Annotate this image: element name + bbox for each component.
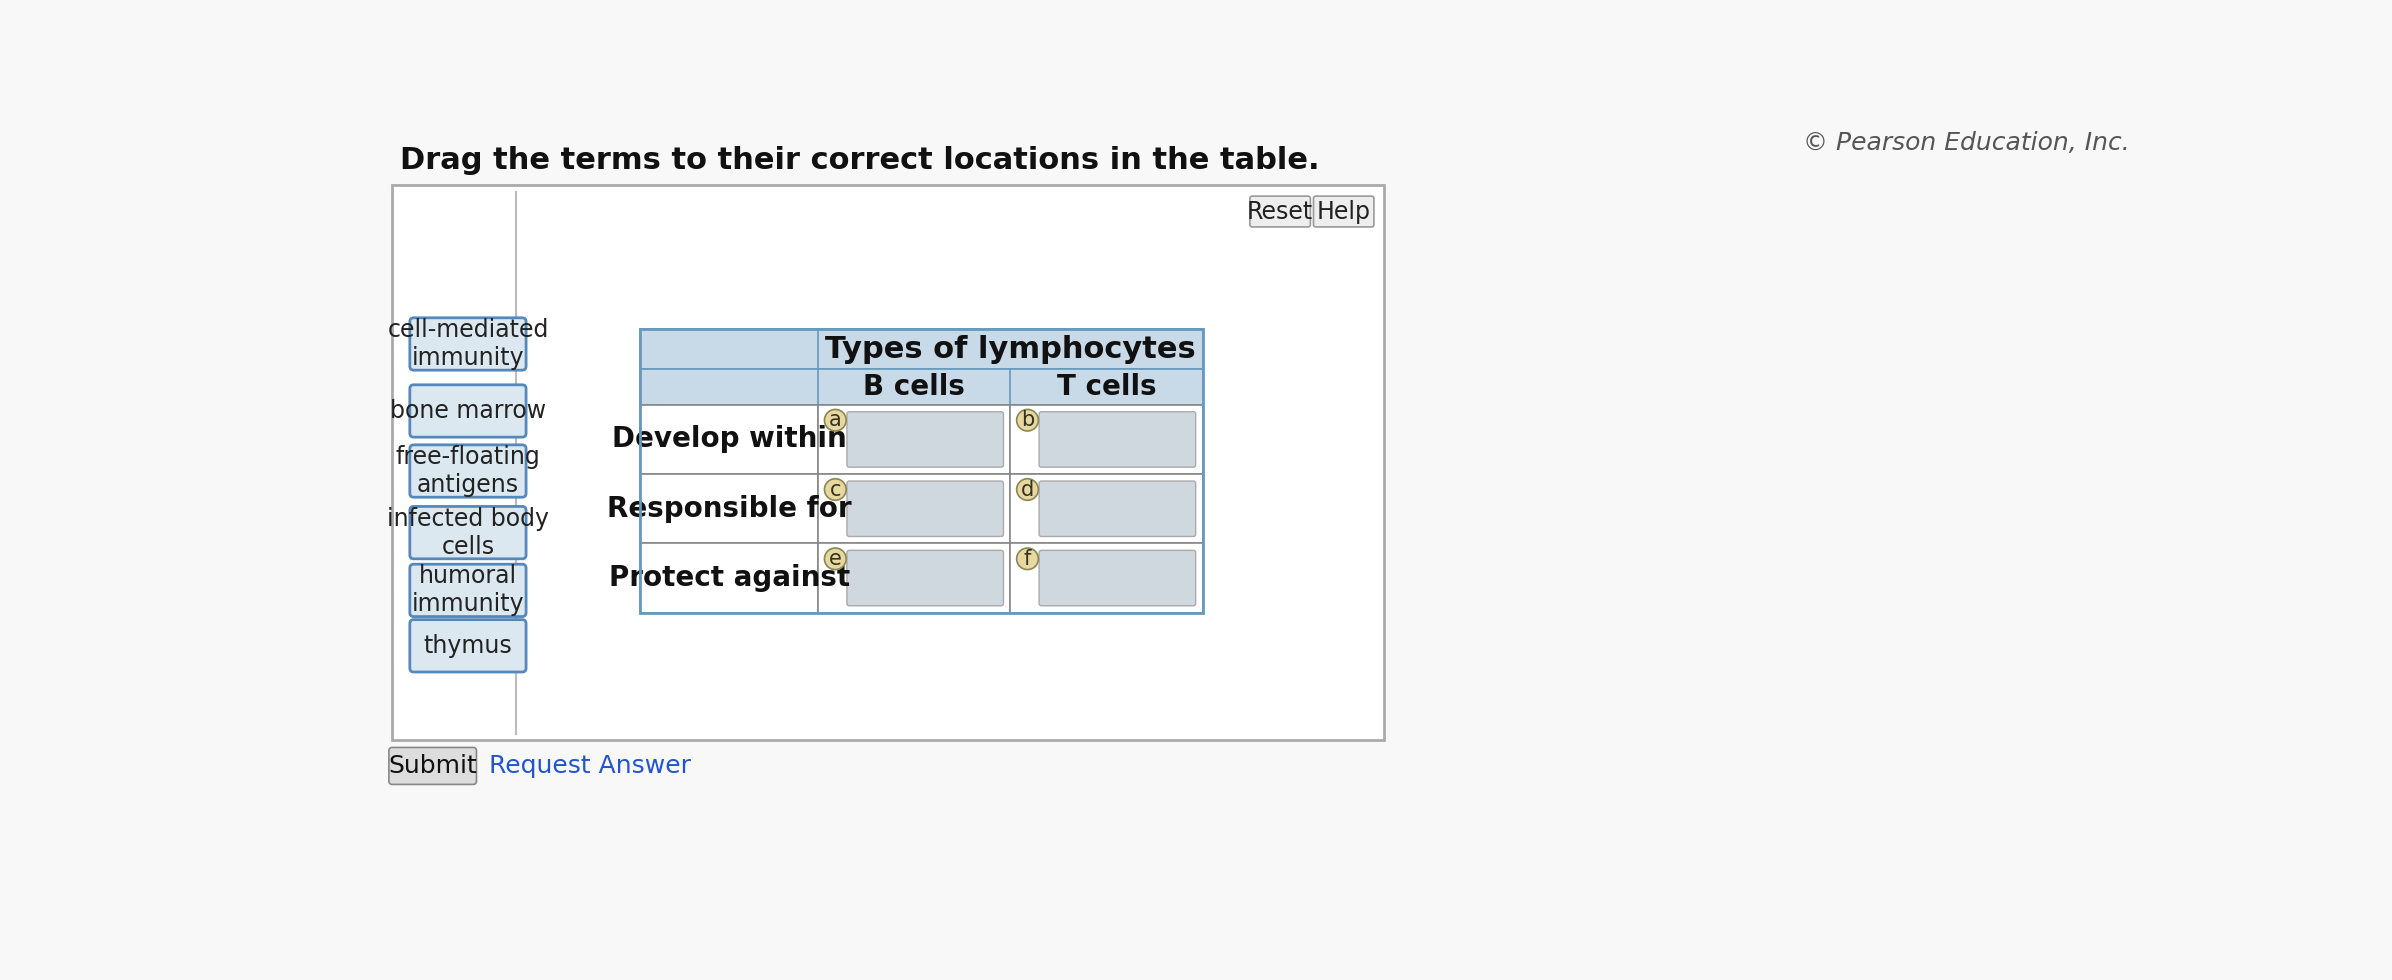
Circle shape (1017, 548, 1038, 569)
Circle shape (825, 548, 847, 569)
Text: B cells: B cells (864, 373, 966, 401)
Bar (818, 544, 1009, 612)
Text: Submit: Submit (388, 754, 476, 778)
FancyBboxPatch shape (409, 318, 526, 370)
Bar (1009, 474, 1203, 544)
Text: c: c (830, 479, 842, 500)
Text: Request Answer: Request Answer (488, 754, 691, 778)
FancyBboxPatch shape (409, 564, 526, 616)
Text: Responsible for: Responsible for (608, 495, 852, 522)
FancyBboxPatch shape (390, 748, 476, 784)
Bar (818, 405, 1009, 474)
Text: Protect against: Protect against (608, 564, 849, 592)
Text: © Pearson Education, Inc.: © Pearson Education, Inc. (1804, 131, 2129, 156)
Circle shape (1017, 410, 1038, 431)
Text: bone marrow: bone marrow (390, 399, 545, 423)
Bar (1009, 544, 1203, 612)
Text: T cells: T cells (1057, 373, 1155, 401)
Bar (641, 405, 818, 474)
Text: b: b (1021, 411, 1033, 430)
Text: e: e (830, 549, 842, 568)
Bar (818, 474, 1009, 544)
Text: d: d (1021, 479, 1033, 500)
Text: cell-mediated
immunity: cell-mediated immunity (388, 318, 548, 369)
Bar (392, 185, 1385, 740)
Bar (641, 329, 1203, 369)
Text: infected body
cells: infected body cells (388, 507, 548, 559)
FancyBboxPatch shape (847, 551, 1005, 606)
FancyBboxPatch shape (1313, 196, 1373, 227)
Circle shape (825, 479, 847, 501)
Text: free-floating
antigens: free-floating antigens (395, 445, 541, 497)
Bar (641, 329, 1203, 612)
Bar (1009, 405, 1203, 474)
Text: Develop within: Develop within (612, 425, 847, 454)
Text: thymus: thymus (423, 634, 512, 658)
FancyBboxPatch shape (1251, 196, 1311, 227)
Bar (641, 544, 818, 612)
FancyBboxPatch shape (1038, 481, 1196, 536)
Text: Reset: Reset (1246, 200, 1313, 223)
FancyBboxPatch shape (409, 445, 526, 497)
FancyBboxPatch shape (409, 619, 526, 672)
Circle shape (1017, 479, 1038, 501)
Circle shape (825, 410, 847, 431)
FancyBboxPatch shape (409, 507, 526, 559)
Text: a: a (830, 411, 842, 430)
FancyBboxPatch shape (847, 481, 1005, 536)
Text: Help: Help (1316, 200, 1371, 223)
FancyBboxPatch shape (1038, 412, 1196, 467)
Text: Drag the terms to their correct locations in the table.: Drag the terms to their correct location… (399, 146, 1320, 175)
Bar (641, 369, 1203, 405)
FancyBboxPatch shape (409, 385, 526, 437)
FancyBboxPatch shape (847, 412, 1005, 467)
Text: Types of lymphocytes: Types of lymphocytes (825, 335, 1196, 364)
Text: f: f (1024, 549, 1031, 568)
Text: humoral
immunity: humoral immunity (411, 564, 524, 616)
FancyBboxPatch shape (1038, 551, 1196, 606)
Bar (641, 474, 818, 544)
